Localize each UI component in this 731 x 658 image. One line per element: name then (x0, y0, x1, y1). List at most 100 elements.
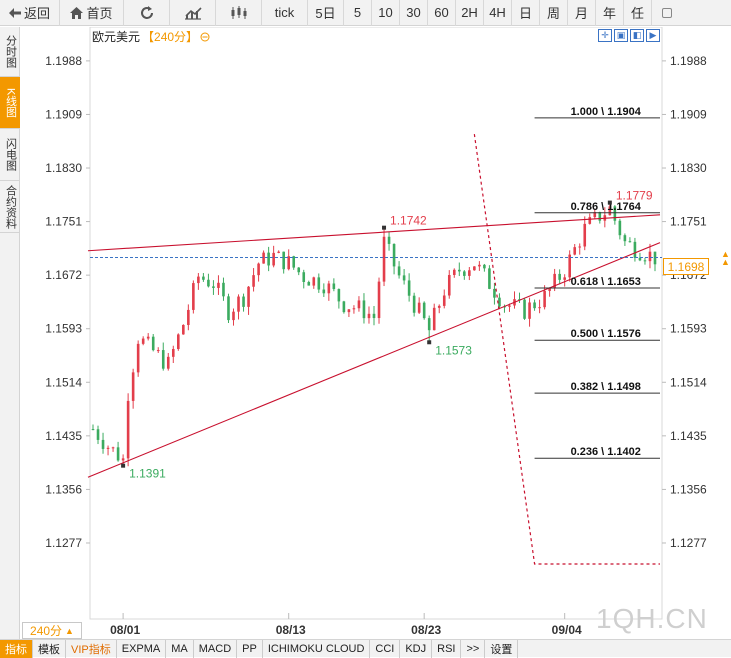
period-selector[interactable]: 240分 ▲ (22, 622, 82, 639)
candle-body (473, 266, 476, 271)
period-button-8[interactable]: 日 (512, 0, 540, 26)
indicator-tab-11[interactable]: >> (461, 639, 486, 658)
minus-circle-icon[interactable] (200, 32, 210, 42)
candle-body (131, 372, 135, 401)
indicator-tab-3[interactable]: EXPMA (117, 639, 167, 658)
candle-body (648, 251, 652, 262)
indicator-tab-label: VIP指标 (71, 643, 111, 656)
chart-type-bar-button[interactable] (170, 0, 216, 26)
indicator-tab-7[interactable]: ICHIMOKU CLOUD (263, 639, 371, 658)
candle-body (392, 243, 396, 267)
indicator-tab-8[interactable]: CCI (370, 639, 401, 658)
y-tick-label-right: 1.1909 (670, 107, 707, 121)
candle-body (287, 256, 290, 270)
candle-body (136, 343, 140, 373)
fast-forward-icon[interactable]: ▶ (646, 29, 660, 42)
home-label: 首页 (86, 6, 113, 21)
candle-body (252, 275, 255, 287)
period-button-12[interactable]: 任 (624, 0, 652, 26)
plot-frame (89, 27, 663, 620)
candle-body (402, 275, 406, 281)
back-label: 返回 (23, 6, 50, 21)
x-tick-label: 08/23 (411, 623, 441, 637)
indicator-tab-label: MACD (198, 642, 232, 655)
y-tick-label-right: 1.1277 (670, 536, 707, 550)
candle-body (608, 206, 612, 216)
annotation-label: 1.1742 (390, 214, 427, 228)
period-label: 月 (574, 6, 588, 21)
period-button-4[interactable]: 30 (400, 0, 428, 26)
side-tab-label: 合约资料 (4, 184, 17, 229)
candle-body (116, 447, 120, 461)
side-tab-label: 分时图 (4, 35, 17, 68)
candle-body (437, 305, 441, 308)
annotation-label: 1.1573 (435, 343, 472, 357)
candle-body (362, 300, 366, 319)
crosshair-icon[interactable]: ✛ (598, 29, 612, 42)
annotation-label: 1.1779 (616, 189, 653, 203)
period-button-0[interactable]: tick (262, 0, 308, 26)
candle-body (563, 277, 566, 280)
period-button-11[interactable]: 年 (596, 0, 624, 26)
indicator-tab-10[interactable]: RSI (432, 639, 462, 658)
y-tick-label-left: 1.1909 (45, 107, 82, 121)
period-button-6[interactable]: 2H (456, 0, 484, 26)
period-button-9[interactable]: 周 (540, 0, 568, 26)
candle-body (568, 254, 571, 278)
period-button-2[interactable]: 5 (344, 0, 372, 26)
candle-body (227, 296, 230, 321)
candle-body (493, 288, 496, 298)
candle-body (442, 295, 446, 306)
period-button-5[interactable]: 60 (428, 0, 456, 26)
scroll-up-icon[interactable]: ▲ ▲ (721, 249, 730, 267)
indicator-tab-0[interactable]: 指标 (0, 639, 33, 658)
more-icon (662, 7, 672, 18)
period-button-1[interactable]: 5日 (308, 0, 344, 26)
indicator-tab-label: 设置 (490, 643, 513, 656)
annotation-marker (427, 340, 432, 345)
candle-body (538, 307, 541, 309)
zoom-in-icon[interactable]: ▣ (614, 29, 628, 42)
candle-body (156, 350, 160, 352)
indicator-tab-4[interactable]: MA (166, 639, 194, 658)
period-button-10[interactable]: 月 (568, 0, 596, 26)
annotation-marker (607, 200, 612, 205)
refresh-icon (140, 5, 153, 19)
indicator-tab-9[interactable]: KDJ (400, 639, 433, 658)
indicator-tab-12[interactable]: 设置 (485, 639, 519, 658)
indicator-tab-1[interactable]: 模板 (33, 639, 66, 658)
candle-body (412, 295, 416, 313)
candle-body (352, 308, 356, 310)
x-tick-label: 08/01 (110, 623, 140, 637)
side-tab-2[interactable]: 闪电图 (0, 129, 20, 181)
candle-body (382, 236, 386, 282)
candle-body (422, 302, 426, 319)
candle-body (498, 297, 501, 307)
home-icon (70, 6, 84, 19)
y-tick-label-right: 1.1356 (670, 482, 707, 496)
indicator-tab-6[interactable]: PP (237, 639, 263, 658)
period-button-7[interactable]: 4H (484, 0, 512, 26)
period-button-3[interactable]: 10 (372, 0, 400, 26)
candle-body (212, 286, 215, 288)
side-tab-1[interactable]: K线图 (0, 77, 20, 129)
pan-icon[interactable]: ◧ (630, 29, 644, 42)
side-tab-0[interactable]: 分时图 (0, 27, 20, 77)
back-button[interactable]: 返回 (0, 0, 60, 26)
indicator-tab-label: PP (242, 642, 257, 655)
candle-body (588, 217, 592, 224)
side-tab-3[interactable]: 合约资料 (0, 181, 20, 233)
y-tick-label-left: 1.1514 (45, 375, 82, 389)
candle-type-button[interactable] (216, 0, 262, 26)
candle-body (638, 257, 642, 261)
candle-body (593, 212, 597, 218)
home-button[interactable]: 首页 (60, 0, 124, 26)
indicator-tab-5[interactable]: MACD (194, 639, 238, 658)
more-button[interactable] (652, 0, 682, 26)
candle-body (317, 277, 321, 290)
candle-body (282, 251, 285, 270)
candle-body (141, 338, 145, 344)
indicator-tab-2[interactable]: VIP指标 (66, 639, 117, 658)
refresh-button[interactable] (124, 0, 170, 26)
annotation-label: 1.1391 (129, 467, 166, 481)
